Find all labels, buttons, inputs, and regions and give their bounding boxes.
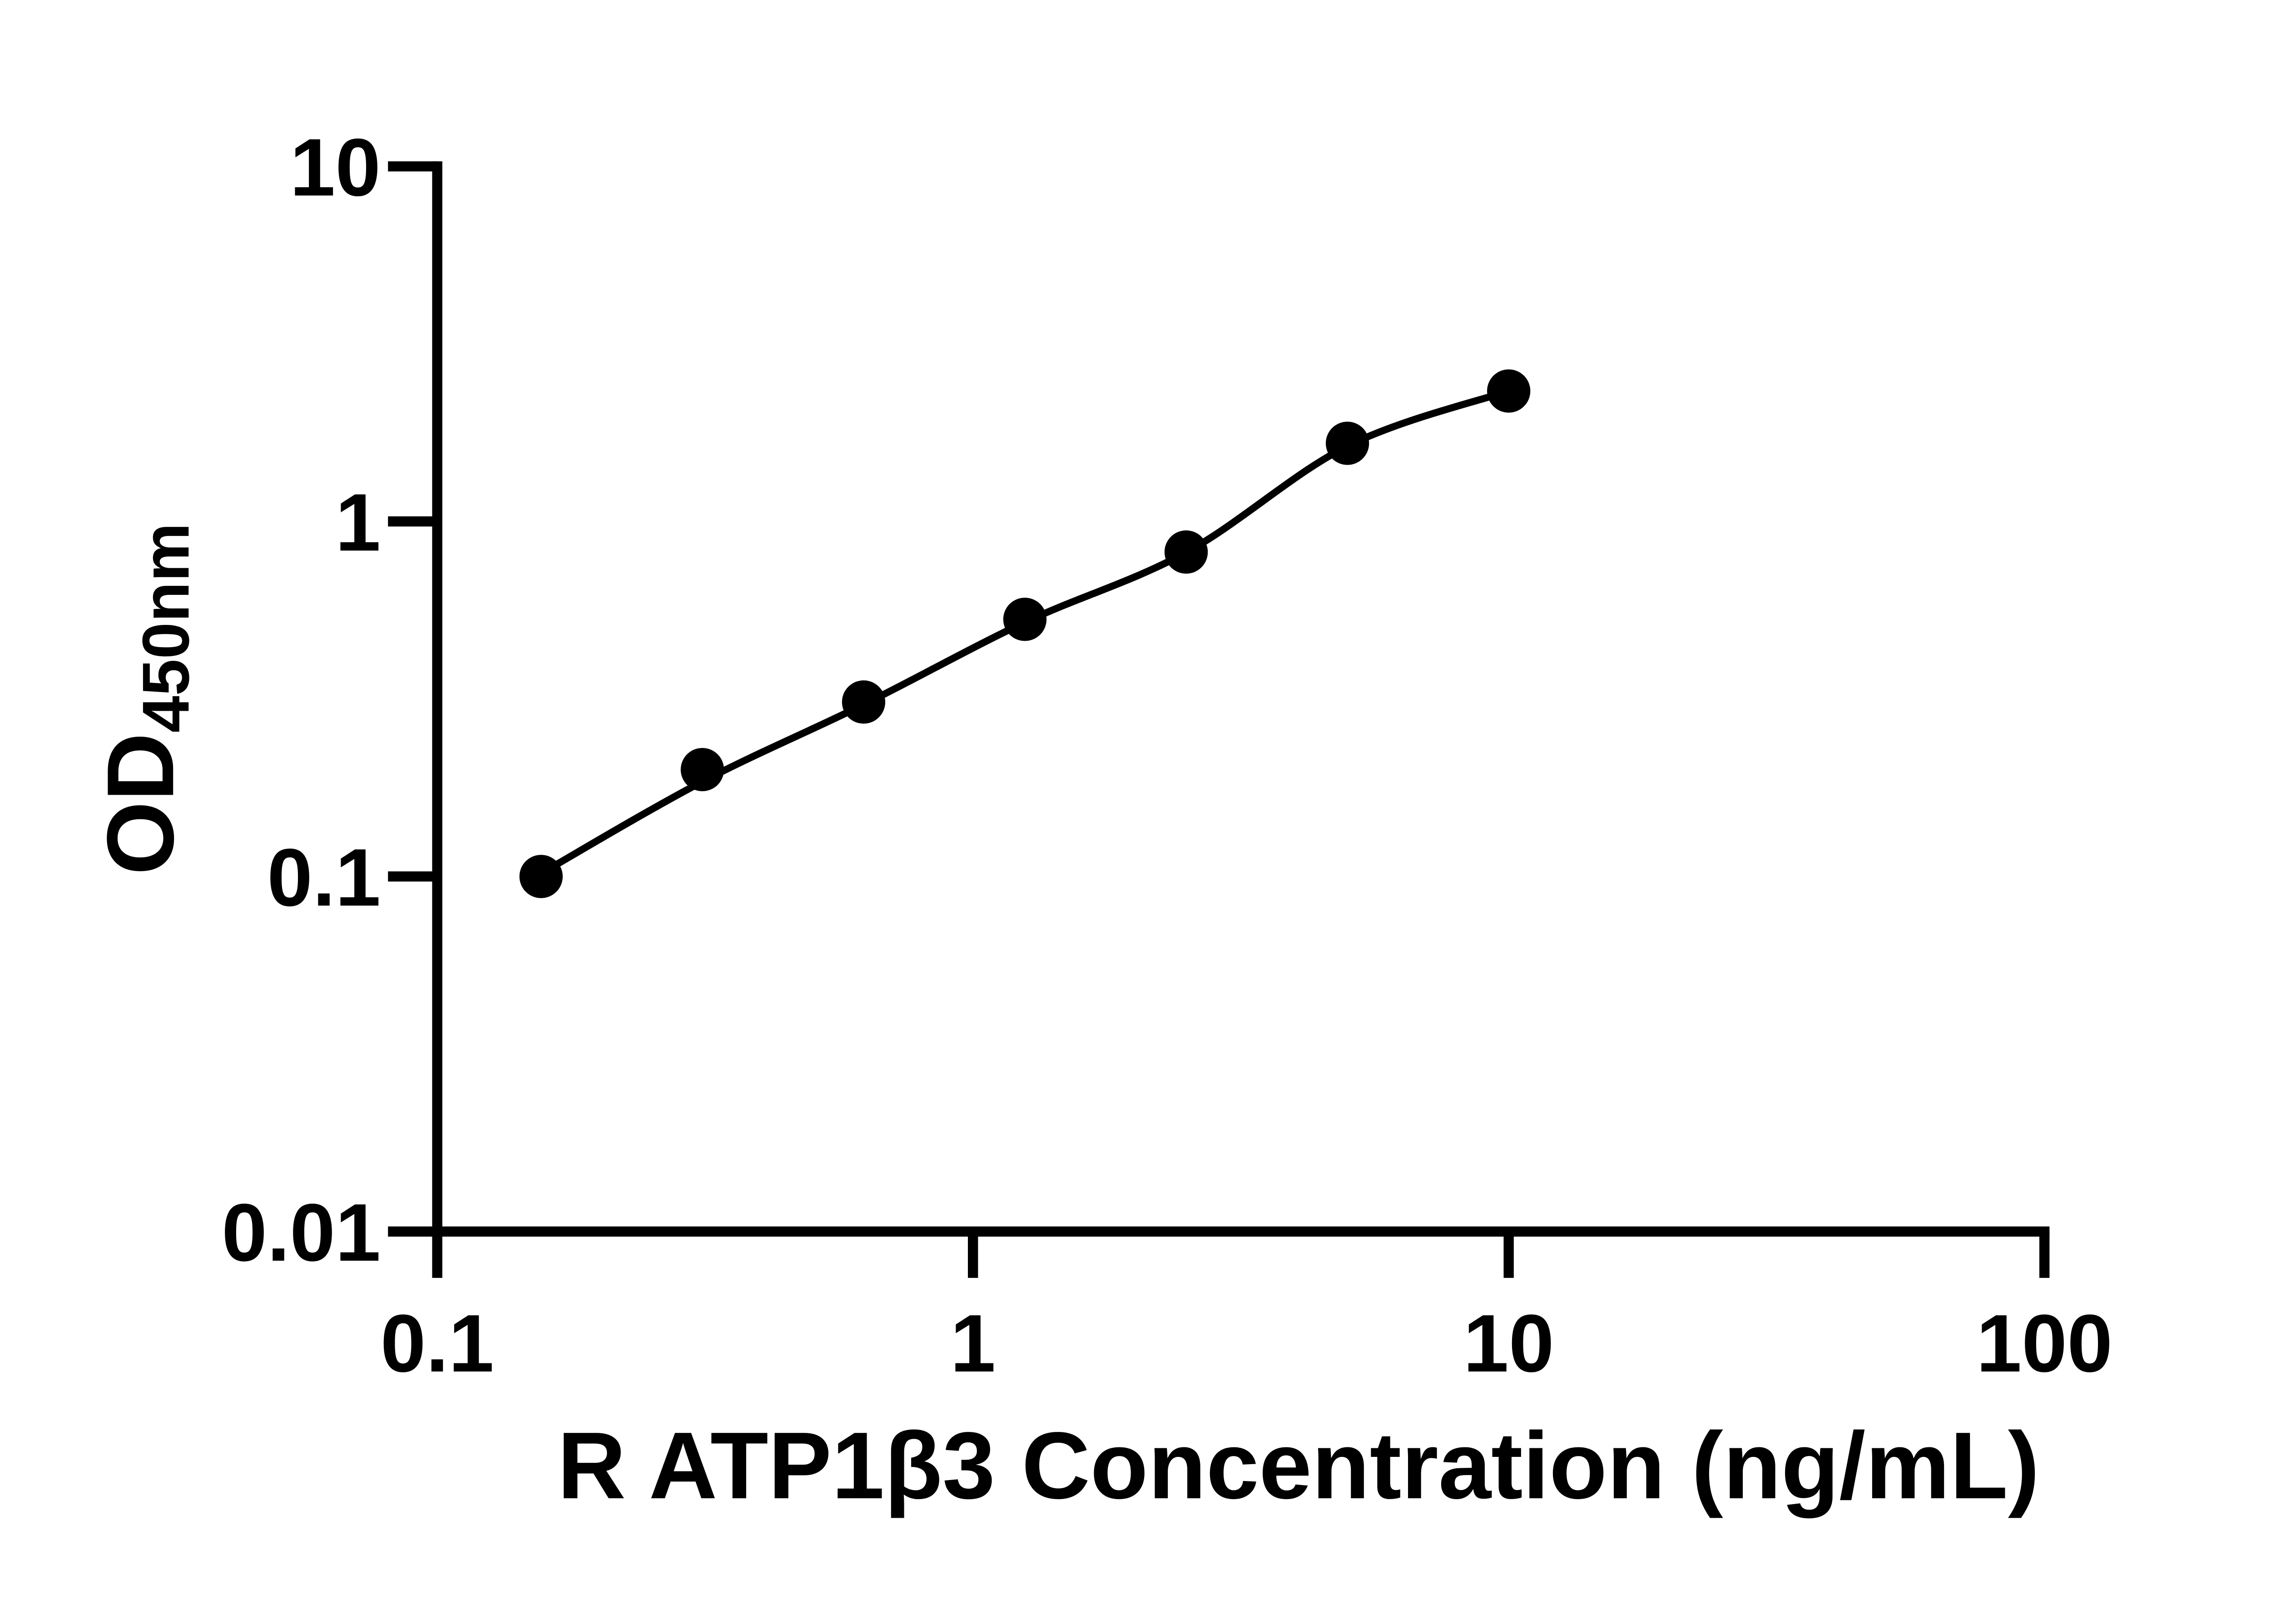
data-point-1 [519, 855, 563, 898]
y-tick-label-1: 1 [335, 477, 381, 568]
data-point-4 [1003, 598, 1047, 641]
y-axis-title-base: OD [88, 733, 193, 875]
data-point-3 [842, 680, 886, 724]
x-tick-label-1: 1 [950, 1298, 996, 1389]
axes [432, 161, 2050, 1237]
data-point-2 [680, 748, 724, 792]
data-points-group [519, 369, 1531, 898]
data-point-7 [1487, 369, 1531, 413]
y-axis-title-subscript: 450nm [129, 523, 203, 733]
x-tick-label-10: 10 [1463, 1298, 1554, 1389]
y-tick-label-0.1: 0.1 [267, 832, 381, 923]
x-axis-title: R ATP1β3 Concentration (ng/mL) [557, 1413, 2039, 1519]
axis-ticks [388, 161, 2050, 1278]
x-tick-label-100: 100 [1976, 1298, 2112, 1389]
y-tick-label-0.01: 0.01 [222, 1187, 381, 1278]
x-tick-label-0.1: 0.1 [381, 1298, 494, 1389]
data-point-6 [1325, 421, 1369, 465]
y-axis-title: OD450nm [88, 523, 203, 875]
data-point-5 [1164, 530, 1208, 574]
y-tick-label-10: 10 [290, 122, 381, 213]
